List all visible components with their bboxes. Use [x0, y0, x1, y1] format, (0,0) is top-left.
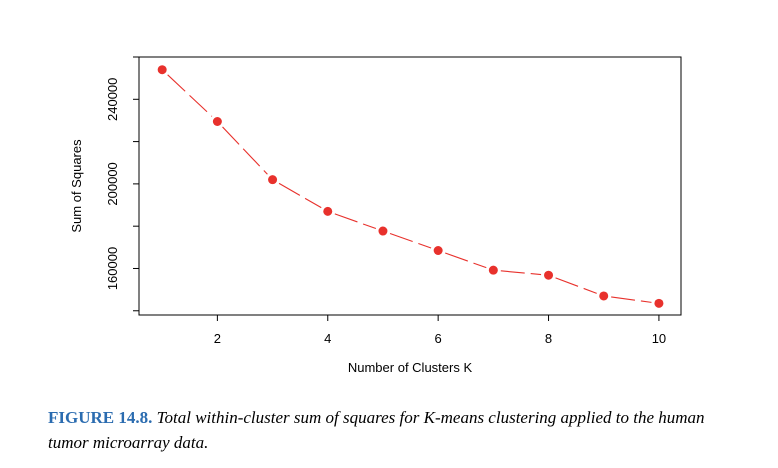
series-line-segment	[167, 74, 213, 117]
data-point	[433, 246, 443, 255]
figure-caption: FIGURE 14.8. Total within-cluster sum of…	[48, 405, 748, 455]
data-point	[378, 226, 388, 236]
series-line-segment	[555, 277, 597, 294]
series-line-segment	[500, 270, 542, 276]
data-point	[157, 65, 167, 75]
series-layer	[157, 65, 664, 308]
y-axis: 160000 200000 240000	[105, 56, 139, 312]
x-tick-label: 8	[545, 331, 552, 346]
data-point	[212, 117, 222, 126]
data-point	[488, 265, 498, 275]
y-axis-title: Sum of Squares	[69, 139, 84, 233]
data-point	[654, 298, 664, 308]
data-point	[544, 270, 554, 280]
x-axis-title: Number of Clusters K	[348, 360, 473, 375]
x-tick-label: 2	[214, 331, 221, 346]
chart: 2 4 6 8 10 160000 200000 240000 Number of Clus…	[69, 56, 682, 375]
y-tick-label: 200000	[105, 162, 120, 205]
series-line-segment	[445, 252, 487, 269]
series-line-segment	[334, 213, 377, 230]
x-tick-label: 10	[652, 331, 666, 346]
x-tick-label: 4	[324, 331, 331, 346]
y-tick-label: 160000	[105, 247, 120, 290]
figure-text: Total within-cluster sum of squares for …	[48, 408, 705, 452]
series-line-segment	[611, 296, 652, 303]
x-tick-label: 6	[435, 331, 442, 346]
plot-frame	[138, 56, 682, 316]
series-line-segment	[389, 233, 432, 249]
series-line-segment	[222, 126, 268, 175]
data-point	[323, 206, 333, 216]
data-point	[268, 175, 278, 185]
data-point	[599, 291, 609, 301]
y-tick-label: 240000	[105, 78, 120, 121]
x-axis: 2 4 6 8 10	[214, 315, 666, 346]
figure-label: FIGURE 14.8.	[48, 408, 153, 427]
series-line-segment	[278, 182, 322, 209]
